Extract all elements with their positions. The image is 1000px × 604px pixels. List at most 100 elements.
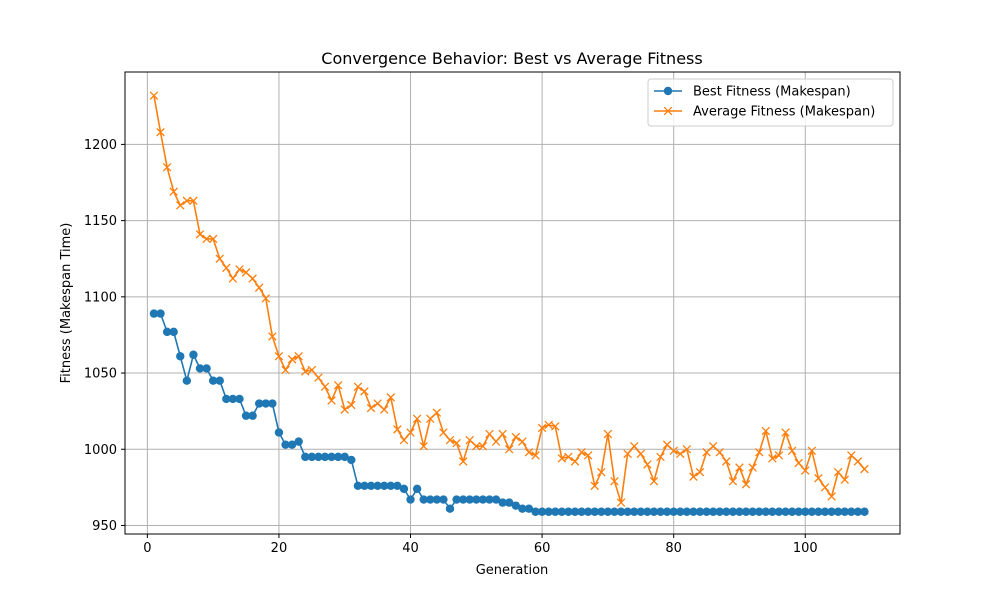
average-fitness-point (715, 448, 724, 457)
best-fitness-point (860, 507, 869, 516)
best-fitness-point (340, 452, 349, 462)
best-fitness-point (268, 399, 277, 408)
best-fitness-point (222, 394, 231, 404)
average-fitness-point (208, 234, 218, 244)
best-fitness-point (465, 495, 474, 504)
best-fitness-point (590, 507, 599, 516)
best-fitness-point (623, 507, 632, 516)
best-fitness-point (491, 495, 501, 504)
average-fitness-point (511, 432, 521, 442)
average-fitness-point (491, 437, 501, 446)
best-fitness-point (195, 364, 205, 373)
average-fitness-point (754, 448, 764, 457)
average-fitness-point (504, 444, 514, 454)
best-fitness-point (406, 495, 415, 504)
average-fitness-point (583, 451, 593, 460)
average-fitness-point (156, 127, 165, 137)
y-tick-label: 1150 (84, 214, 117, 229)
best-fitness-point (643, 507, 652, 516)
best-fitness-point (728, 507, 738, 516)
y-tick-label: 1200 (84, 138, 117, 153)
series-average-fitness (149, 91, 869, 507)
average-fitness-point (176, 201, 185, 210)
average-fitness-point (254, 283, 264, 292)
best-fitness-point (347, 455, 356, 465)
plot-frame (124, 71, 901, 535)
best-fitness-point (505, 498, 514, 507)
average-fitness-point (853, 457, 863, 466)
average-fitness-point (781, 428, 790, 437)
best-fitness-point (169, 327, 178, 337)
best-fitness-point (669, 507, 678, 516)
best-fitness-point (419, 495, 428, 504)
average-fitness-point (498, 429, 507, 439)
best-fitness-point (564, 507, 573, 516)
best-fitness-point (583, 507, 593, 516)
average-fitness-point (235, 265, 244, 274)
best-fitness-point (182, 376, 192, 385)
best-fitness-point (814, 507, 823, 516)
best-fitness-point (801, 507, 810, 516)
best-fitness-point (452, 495, 461, 504)
best-fitness-point (551, 507, 560, 516)
average-fitness-point (860, 464, 869, 474)
average-fitness-point (695, 467, 705, 477)
best-fitness-point (755, 507, 764, 516)
average-fitness-point (610, 477, 619, 486)
average-fitness-point (676, 449, 685, 459)
average-fitness-point (241, 268, 251, 277)
best-fitness-point (768, 507, 777, 516)
best-fitness-point (761, 507, 770, 516)
average-fitness-point (833, 467, 843, 477)
average-fitness-point (557, 454, 567, 463)
average-fitness-point (728, 477, 738, 486)
best-fitness-point (412, 484, 422, 494)
best-fitness-point (518, 504, 527, 513)
average-fitness-point (662, 440, 672, 449)
best-fitness-point (787, 507, 797, 516)
best-fitness-point (853, 507, 863, 516)
best-fitness-point (176, 352, 185, 361)
average-fitness-point (281, 365, 290, 375)
best-fitness-point (301, 452, 310, 462)
best-fitness-point (439, 495, 448, 504)
x-tick-label: 60 (534, 541, 551, 556)
y-tick-label: 950 (92, 519, 117, 534)
average-fitness-point (564, 452, 573, 462)
average-fitness-point (551, 422, 560, 431)
best-fitness-point (662, 507, 672, 516)
x-tick-label: 20 (271, 541, 288, 556)
best-fitness-point (274, 428, 284, 437)
average-fitness-point (465, 435, 474, 445)
average-fitness-point (741, 480, 751, 489)
best-fitness-point (353, 481, 363, 491)
best-fitness-point (333, 452, 343, 462)
average-fitness-point (412, 414, 422, 424)
best-fitness-point (557, 507, 567, 516)
best-fitness-point (781, 507, 790, 516)
legend-x-marker (663, 106, 673, 116)
best-fitness-point (320, 452, 330, 462)
best-fitness-point (498, 498, 507, 507)
average-fitness-point (603, 429, 613, 439)
average-fitness-point (426, 414, 435, 424)
average-fitness-point (643, 460, 652, 469)
best-fitness-point (215, 376, 224, 385)
average-fitness-point (327, 396, 336, 405)
average-fitness-point (182, 196, 192, 206)
average-fitness-point (787, 446, 797, 456)
best-fitness-point (840, 507, 849, 516)
average-fitness-point (518, 437, 527, 446)
best-fitness-point (255, 399, 264, 408)
average-fitness-point (149, 91, 159, 100)
legend-entry: Best Fitness (Makespan) (654, 85, 851, 100)
best-fitness-point (570, 507, 580, 516)
y-tick-label: 1100 (84, 290, 117, 305)
best-fitness-point (610, 507, 619, 516)
average-fitness-point (452, 438, 461, 448)
average-fitness-point (261, 294, 271, 303)
average-fitness-point (689, 472, 698, 481)
average-fitness-point (162, 163, 172, 172)
average-fitness-point (195, 230, 205, 239)
